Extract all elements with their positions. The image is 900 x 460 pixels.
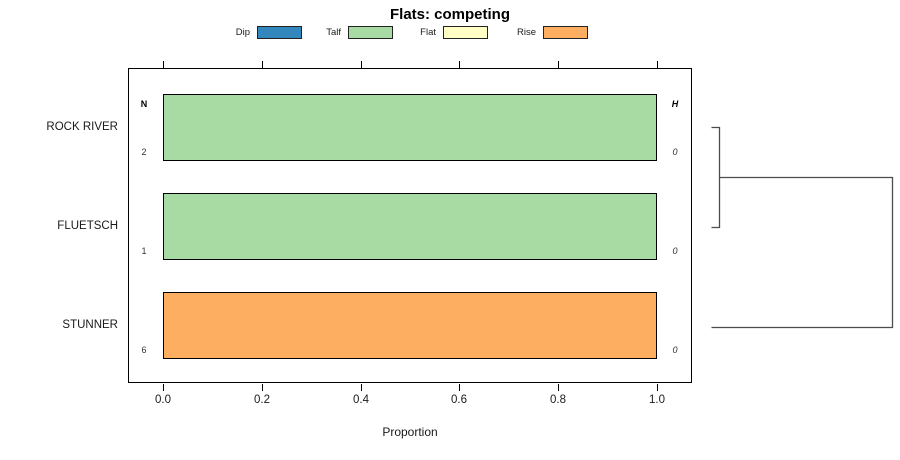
legend-entry-flat: Flat [420, 26, 488, 39]
y-axis-label: ROCK RIVER [46, 121, 118, 133]
legend-entry-talf: Talf [326, 26, 393, 39]
top-tick [262, 61, 263, 68]
top-tick [361, 61, 362, 68]
legend-label-talf: Talf [326, 27, 341, 38]
top-tick [163, 61, 164, 68]
h-column-header: H [671, 99, 679, 109]
x-axis-tick [558, 384, 559, 391]
legend-label-dip: Dip [235, 27, 250, 38]
x-tick-label: 0.4 [353, 394, 369, 406]
bar-fluetsch [163, 193, 657, 260]
dendrogram-link-root [711, 176, 894, 329]
h-value: 0 [672, 345, 678, 355]
bar-segment-talf [164, 95, 656, 160]
bar-rock-river [163, 94, 657, 161]
bar-stunner [163, 292, 657, 359]
x-axis-title: Proportion [382, 425, 438, 439]
n-column-header: N [140, 99, 148, 109]
legend-entry-rise: Rise [517, 26, 588, 39]
x-tick-label: 0.2 [254, 394, 270, 406]
top-tick [558, 61, 559, 68]
x-axis-tick [262, 384, 263, 391]
plot-area [128, 68, 692, 383]
legend-swatch-dip [257, 26, 302, 39]
top-tick [657, 61, 658, 68]
y-axis-label: STUNNER [62, 319, 118, 331]
n-value: 6 [141, 345, 147, 355]
y-axis-label: FLUETSCH [57, 220, 118, 232]
h-value: 0 [672, 147, 678, 157]
x-tick-label: 0.6 [451, 394, 467, 406]
legend-label-rise: Rise [516, 27, 536, 38]
chart-title: Flats: competing [389, 6, 510, 23]
legend-swatch-rise [543, 26, 588, 39]
bar-segment-rise [164, 293, 656, 358]
dendrogram-link-cluster1 [711, 126, 721, 229]
h-value: 0 [672, 246, 678, 256]
n-value: 1 [141, 246, 147, 256]
x-axis-tick [459, 384, 460, 391]
x-tick-label: 0.0 [155, 394, 171, 406]
x-tick-label: 1.0 [649, 394, 665, 406]
legend-entry-dip: Dip [236, 26, 302, 39]
legend-label-flat: Flat [420, 27, 436, 38]
bar-segment-talf [164, 194, 656, 259]
x-tick-label: 0.8 [550, 394, 566, 406]
top-tick [459, 61, 460, 68]
x-axis-tick [163, 384, 164, 391]
x-axis-tick [361, 384, 362, 391]
legend-swatch-talf [348, 26, 393, 39]
x-axis-tick [657, 384, 658, 391]
n-value: 2 [141, 147, 147, 157]
legend-swatch-flat [443, 26, 488, 39]
